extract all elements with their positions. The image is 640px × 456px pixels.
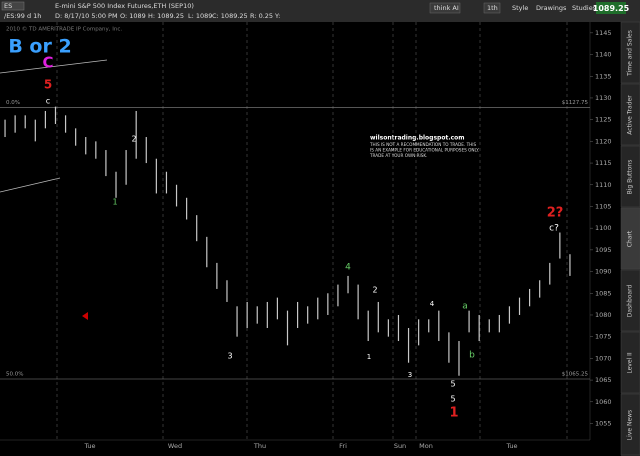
wave-label: 5 (450, 380, 455, 389)
wave-label: c (46, 97, 50, 106)
day-label: Thu (253, 442, 266, 450)
wave-label: a (462, 302, 468, 312)
y-tick-label: 1070 (595, 354, 612, 362)
wave-label: 3 (408, 371, 412, 379)
side-tab[interactable] (620, 331, 640, 394)
y-tick-label: 1060 (595, 398, 612, 406)
trend-line (0, 177, 61, 193)
toolbar (0, 0, 640, 22)
y-tick-label: 1085 (595, 289, 612, 297)
wave-label: 2 (372, 286, 377, 295)
chart-area (0, 22, 620, 456)
day-label: Mon (419, 442, 433, 450)
side-tab-label: Live News (627, 410, 634, 440)
wave-label: 2 (131, 135, 136, 144)
side-tab[interactable] (620, 269, 640, 332)
wave-label: 4 (345, 263, 351, 273)
symbol: ES (4, 2, 12, 10)
alert-marker (82, 312, 88, 320)
y: Y: (274, 12, 280, 20)
date: D: 8/17/10 5:00 PM (55, 12, 118, 20)
wave-label: 5 (44, 78, 52, 92)
y-tick-label: 1110 (595, 181, 612, 189)
wave-label: 2? (547, 206, 564, 221)
y-tick-label: 1135 (595, 72, 612, 80)
studies[interactable]: Studies (572, 4, 597, 12)
y-tick-label: 1075 (595, 333, 612, 341)
wave-label: 1 (367, 353, 371, 361)
y-tick-label: 1145 (595, 29, 612, 37)
description: E-mini S&P 500 Index Futures,ETH (SEP10) (55, 2, 194, 10)
y-tick-label: 1120 (595, 137, 612, 145)
period: 1th (487, 4, 498, 12)
note-line: THIS IS NOT A RECOMMENDATION TO TRADE. T… (369, 142, 477, 147)
side-tab[interactable] (620, 393, 640, 456)
day-label: Sun (394, 442, 406, 450)
side-tab-label: Level II (627, 352, 634, 374)
think-button[interactable] (429, 2, 461, 14)
y-tick-label: 1105 (595, 202, 612, 210)
symbol-box[interactable] (1, 1, 25, 11)
side-tab[interactable] (620, 145, 640, 208)
side-tab-label: Time and Sales (627, 30, 634, 77)
wave-label: 1 (112, 198, 117, 207)
low: L: 1089 (188, 12, 212, 20)
note-line: TRADE AT YOUR OWN RISK. (369, 153, 428, 158)
drawings[interactable]: Drawings (536, 4, 567, 12)
wave-label: 5 (450, 395, 455, 404)
y-tick-label: 1115 (595, 159, 612, 167)
open: O: 1089 (120, 12, 146, 20)
last-price-box (596, 2, 626, 14)
day-label: Tue (505, 442, 517, 450)
side-tab-label: Chart (627, 230, 634, 247)
side-tab-label: Active Trader (627, 95, 634, 135)
fib-price: $1065.25 (562, 372, 589, 378)
y-tick-label: 1100 (595, 224, 612, 232)
wave-label: 4 (430, 300, 435, 308)
day-label: Wed (168, 442, 182, 450)
fib-percent: 0.0% (6, 100, 20, 106)
period-button[interactable] (483, 2, 501, 14)
side-tab[interactable] (620, 207, 640, 270)
trend-line (0, 59, 108, 74)
range: R: 0.25 (250, 12, 273, 20)
wave-label: B or 2 (8, 36, 71, 58)
y-tick-label: 1090 (595, 268, 612, 276)
y-tick-label: 1065 (595, 376, 612, 384)
last-price: 1089.25 (593, 4, 630, 13)
side-tab[interactable] (620, 83, 640, 146)
y-tick-label: 1080 (595, 311, 612, 319)
note-title: wilsontrading.blogspot.com (370, 135, 465, 142)
note-line: IS AN EXAMPLE FOR EDUCATIONAL PURPOSES O… (370, 148, 479, 153)
close: C: 1089.25 (212, 12, 248, 20)
watermark: 2010 © TD AMERITRADE IP Company, Inc. (6, 26, 122, 33)
high: H: 1089.25 (148, 12, 184, 20)
wave-label: c? (549, 224, 559, 234)
think: think AI (434, 4, 459, 12)
day-label: Tue (83, 442, 95, 450)
y-tick-label: 1130 (595, 94, 612, 102)
y-tick-label: 1055 (595, 419, 612, 427)
day-label: Fri (339, 442, 347, 450)
y-tick-label: 1125 (595, 116, 612, 124)
y-tick-label: 1095 (595, 246, 612, 254)
wave-label: b (469, 351, 475, 361)
wave-label: C (42, 54, 53, 72)
y-tick-label: 1140 (595, 51, 612, 59)
fib-price: $1127.75 (562, 100, 589, 106)
wave-label: 1 (449, 406, 458, 421)
side-tab-label: Big Buttons (627, 160, 634, 195)
side-tab-label: Dashboard (627, 285, 634, 318)
chart-id: /ES:99 d 1h (4, 12, 41, 20)
wave-label: 3 (227, 352, 232, 361)
side-tab[interactable] (620, 21, 640, 84)
style[interactable]: Style (512, 4, 528, 12)
fib-percent: 50.0% (6, 372, 23, 378)
